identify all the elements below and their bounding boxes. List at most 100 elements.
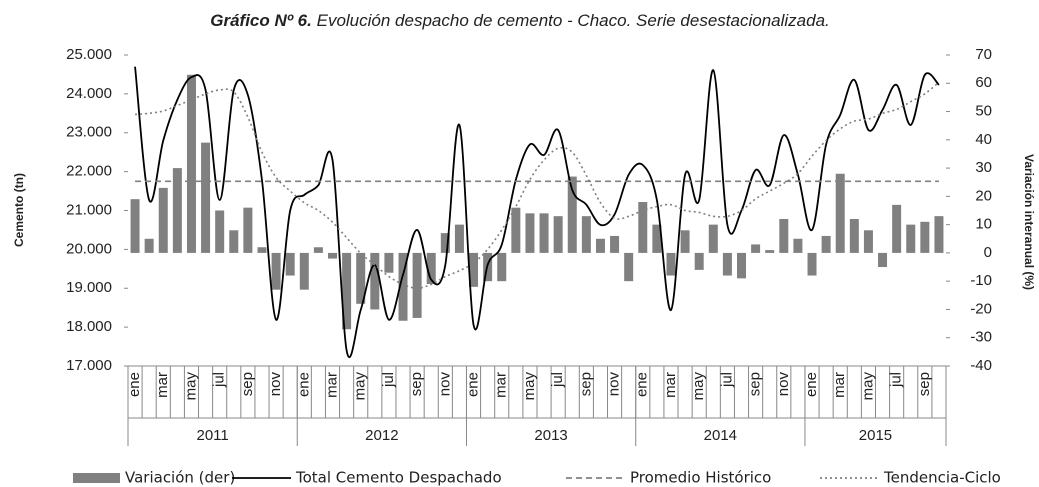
bar [525, 213, 535, 253]
x-tick-label: sep [239, 372, 256, 396]
bar [454, 224, 464, 253]
x-tick-label: jul [888, 372, 905, 388]
bar [694, 252, 704, 270]
x-tick-label: jul [718, 372, 735, 388]
y2-tick-label: -10 [970, 272, 992, 289]
x-tick-label: may [859, 372, 876, 401]
x-tick-label: jul [211, 372, 228, 388]
bar [257, 247, 267, 253]
bar [201, 142, 211, 253]
x-tick-label: may [182, 372, 199, 401]
x-tick-label: nov [436, 372, 453, 397]
bar [215, 210, 225, 253]
bar [398, 252, 408, 321]
bar [779, 218, 789, 253]
x-tick-label: ene [465, 372, 482, 397]
x-tick-label: nov [775, 372, 792, 397]
bar [610, 235, 620, 253]
bar [652, 224, 662, 253]
x-tick-label: ene [634, 372, 651, 397]
bar [595, 238, 605, 253]
bar [130, 199, 140, 253]
bar [892, 204, 902, 253]
y2-axis-title: Variación interanual (%) [1022, 154, 1036, 290]
bar [313, 247, 323, 253]
bar [793, 238, 803, 253]
bar [863, 230, 873, 253]
bar [440, 233, 450, 253]
bar [356, 252, 366, 304]
x-tick-label: sep [747, 372, 764, 396]
x-tick-label: may [352, 372, 369, 401]
bar [342, 252, 352, 330]
y-tick-label: 19.000 [66, 279, 112, 296]
bar [807, 252, 817, 276]
x-tick-label: mar [662, 372, 679, 398]
bar [708, 224, 718, 253]
bar [144, 238, 154, 253]
bar [581, 216, 591, 253]
bar [666, 252, 676, 276]
x-group-label: 2014 [704, 427, 737, 444]
bar [426, 252, 436, 285]
y2-tick-label: 60 [975, 74, 992, 91]
bar [229, 230, 239, 253]
y-tick-label: 21.000 [66, 201, 112, 218]
x-tick-label: may [690, 372, 707, 401]
y2-tick-label: -30 [970, 329, 992, 346]
x-group-label: 2012 [365, 427, 398, 444]
y2-tick-label: 50 [975, 103, 992, 120]
bar [370, 252, 380, 310]
legend-label: Total Cemento Despachado [295, 469, 502, 487]
x-tick-label: mar [493, 372, 510, 398]
bar [934, 216, 944, 253]
y-tick-label: 23.000 [66, 124, 112, 141]
bar [737, 252, 746, 279]
y2-tick-label: 0 [984, 244, 992, 261]
y2-tick-label: -40 [970, 357, 992, 374]
x-tick-label: nov [267, 372, 284, 397]
bar [624, 252, 634, 282]
chart-title-group: Gráfico Nº 6. Evolución despacho de ceme… [210, 11, 830, 30]
x-tick-label: sep [577, 372, 594, 396]
bar [469, 252, 479, 287]
x-group-label: 2011 [196, 427, 228, 444]
bar [158, 187, 168, 253]
x-tick-label: may [521, 372, 538, 401]
bar [328, 252, 337, 259]
bar [680, 230, 690, 253]
bar [172, 168, 182, 253]
bar [243, 207, 253, 253]
bar [878, 252, 888, 268]
legend-label: Promedio Histórico [630, 469, 771, 487]
bar [497, 252, 507, 282]
y-tick-label: 25.000 [66, 46, 112, 63]
x-tick-label: ene [803, 372, 820, 397]
bar [920, 221, 930, 253]
bar [751, 244, 761, 253]
bar [821, 235, 831, 253]
bar [412, 252, 422, 318]
y-axis-title: Cemento (tn) [12, 173, 26, 247]
y2-tick-label: -20 [970, 300, 992, 317]
y-tick-label: 17.000 [66, 357, 112, 374]
chart-title: Evolución despacho de cemento - Chaco. S… [317, 11, 830, 30]
bar [638, 202, 648, 253]
bar [906, 224, 916, 253]
bar [539, 213, 549, 253]
x-tick-label: ene [295, 372, 312, 397]
line [134, 81, 940, 290]
x-tick-label: mar [154, 372, 171, 398]
x-tick-label: sep [916, 372, 933, 396]
y-tick-label: 18.000 [66, 318, 112, 335]
x-group-label: 2015 [859, 427, 892, 444]
x-tick-label: nov [606, 372, 623, 397]
x-group-label: 2013 [534, 427, 567, 444]
bar [271, 252, 281, 290]
x-tick-label: ene [126, 372, 143, 397]
bar [722, 252, 732, 276]
x-tick-label: mar [323, 372, 340, 398]
bar [553, 216, 563, 253]
bar [511, 207, 521, 253]
